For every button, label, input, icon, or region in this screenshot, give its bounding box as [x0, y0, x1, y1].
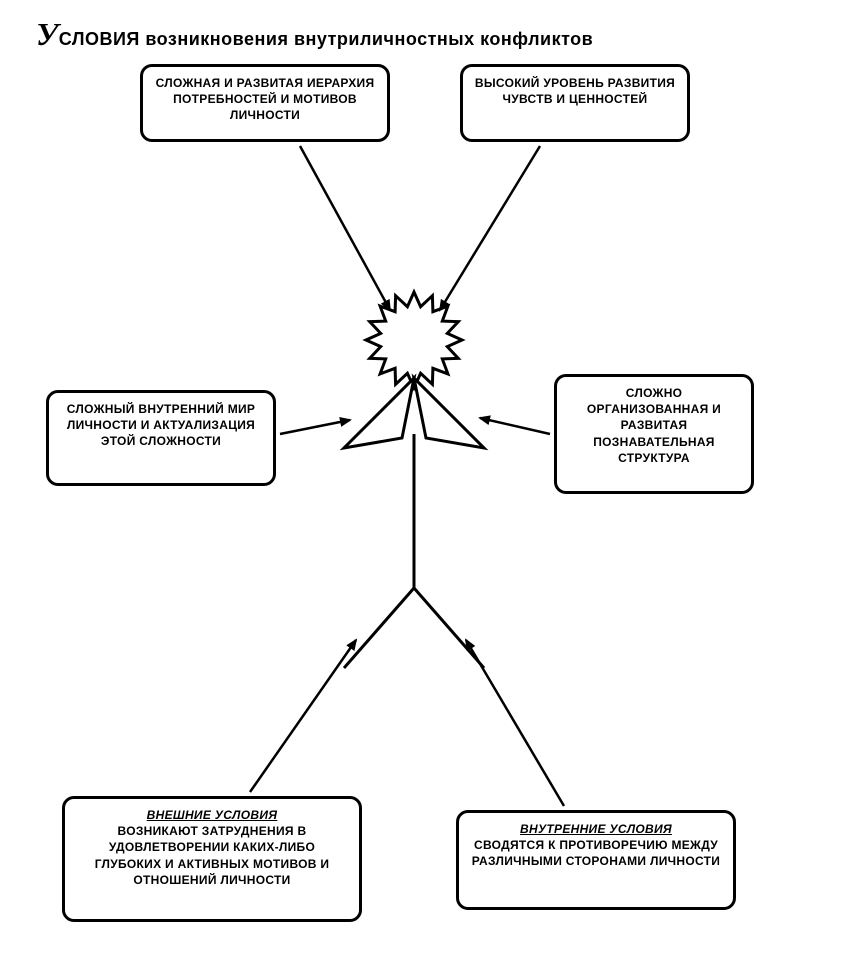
node-text: СЛОЖНЫЙ ВНУТРЕННИЙ МИР ЛИЧНОСТИ И АКТУАЛ… [59, 401, 263, 450]
edge-arrow [250, 640, 356, 792]
title-dropcap: У [36, 16, 59, 52]
node-text: СЛОЖНАЯ И РАЗВИТАЯ ИЕРАРХИЯ ПОТРЕБНОСТЕЙ… [153, 75, 377, 124]
diagram-node: СЛОЖНО ОРГАНИЗОВАННАЯ И РАЗВИТАЯ ПОЗНАВА… [554, 374, 754, 494]
leg-right [414, 588, 484, 668]
diagram-node: СЛОЖНАЯ И РАЗВИТАЯ ИЕРАРХИЯ ПОТРЕБНОСТЕЙ… [140, 64, 390, 142]
edge-arrow [280, 420, 350, 434]
node-text: ВОЗНИКАЮТ ЗАТРУДНЕНИЯ В УДОВЛЕТВОРЕНИИ К… [75, 823, 349, 888]
diagram-node: СЛОЖНЫЙ ВНУТРЕННИЙ МИР ЛИЧНОСТИ И АКТУАЛ… [46, 390, 276, 486]
edges-group [250, 146, 564, 806]
edge-arrow [466, 640, 564, 806]
leg-left [344, 588, 414, 668]
node-text: СЛОЖНО ОРГАНИЗОВАННАЯ И РАЗВИТАЯ ПОЗНАВА… [567, 385, 741, 466]
title-text: СЛОВИЯ возникновения внутриличностных ко… [59, 29, 593, 49]
edge-arrow [440, 146, 540, 310]
star-head-icon [366, 292, 462, 388]
node-text: ВЫСОКИЙ УРОВЕНЬ РАЗВИТИЯ ЧУВСТВ И ЦЕННОС… [473, 75, 677, 107]
figure-arms [344, 378, 484, 448]
node-text: СВОДЯТСЯ К ПРОТИВОРЕЧИЮ МЕЖДУ РАЗЛИЧНЫМИ… [469, 837, 723, 869]
edge-arrow [300, 146, 390, 310]
page-title: УСЛОВИЯ возникновения внутриличностных к… [36, 16, 593, 53]
diagram-node: ВНЕШНИЕ УСЛОВИЯВОЗНИКАЮТ ЗАТРУДНЕНИЯ В У… [62, 796, 362, 922]
center-figure [344, 292, 484, 668]
diagram-node: ВЫСОКИЙ УРОВЕНЬ РАЗВИТИЯ ЧУВСТВ И ЦЕННОС… [460, 64, 690, 142]
diagram-node: ВНУТРЕННИЕ УСЛОВИЯСВОДЯТСЯ К ПРОТИВОРЕЧИ… [456, 810, 736, 910]
node-emph: ВНУТРЕННИЕ УСЛОВИЯ [469, 821, 723, 837]
edge-arrow [480, 418, 550, 434]
node-emph: ВНЕШНИЕ УСЛОВИЯ [75, 807, 349, 823]
